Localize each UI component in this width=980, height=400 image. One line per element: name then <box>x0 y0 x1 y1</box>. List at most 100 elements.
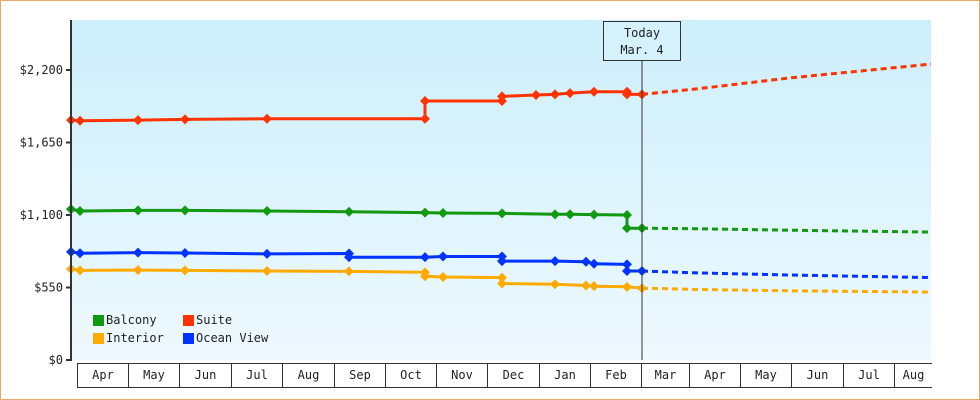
data-point-marker[interactable] <box>180 205 190 216</box>
x-month-label: May <box>128 364 179 387</box>
data-point-marker[interactable] <box>420 207 430 218</box>
y-tick-label: $1,100 <box>20 208 63 222</box>
data-point-marker[interactable] <box>550 209 560 220</box>
series-layer <box>66 62 932 294</box>
data-point-marker[interactable] <box>75 115 85 126</box>
data-point-marker[interactable] <box>497 272 507 283</box>
data-point-marker[interactable] <box>133 265 143 276</box>
series-balcony[interactable] <box>66 204 932 234</box>
suite-swatch-icon <box>183 314 194 326</box>
legend: Balcony Suite Interior Ocean View <box>93 313 303 345</box>
data-point-marker[interactable] <box>622 223 632 234</box>
y-tick-label: $2,200 <box>20 63 63 77</box>
data-point-marker[interactable] <box>565 88 575 99</box>
data-point-marker[interactable] <box>133 247 143 258</box>
legend-label: Balcony <box>106 313 157 327</box>
x-month-label: Apr <box>77 364 128 387</box>
data-point-marker[interactable] <box>420 113 430 124</box>
x-month-label: Mar <box>641 364 689 387</box>
x-month-label: Sep <box>334 364 385 387</box>
data-point-marker[interactable] <box>262 248 272 259</box>
x-month-label: Jan <box>539 364 590 387</box>
y-tick-label: $0 <box>49 353 63 367</box>
data-point-marker[interactable] <box>75 248 85 259</box>
legend-label: Ocean View <box>196 331 269 345</box>
legend-item-interior[interactable]: Interior <box>93 331 183 345</box>
data-point-marker[interactable] <box>262 206 272 217</box>
x-month-label: Nov <box>436 364 487 387</box>
data-point-marker[interactable] <box>438 251 448 262</box>
data-point-marker[interactable] <box>75 265 85 276</box>
x-month-label: Jun <box>179 364 231 387</box>
forecast-line <box>641 62 932 96</box>
data-point-marker[interactable] <box>438 271 448 282</box>
legend-item-balcony[interactable]: Balcony <box>93 313 183 327</box>
interior-swatch-icon <box>93 332 104 344</box>
data-point-marker[interactable] <box>622 210 632 220</box>
data-point-marker[interactable] <box>622 281 632 292</box>
data-point-marker[interactable] <box>497 256 507 267</box>
x-month-label: Jul <box>843 364 894 387</box>
data-point-marker[interactable] <box>344 266 354 277</box>
y-tick-label: $1,650 <box>20 136 63 150</box>
today-marker-label: Today Mar. 4 <box>603 21 681 61</box>
data-point-marker[interactable] <box>180 114 190 125</box>
data-point-marker[interactable] <box>497 91 507 102</box>
x-month-label: Aug <box>282 364 334 387</box>
today-label: Today <box>623 26 661 40</box>
data-point-marker[interactable] <box>622 89 632 100</box>
data-point-marker[interactable] <box>420 271 430 282</box>
data-point-marker[interactable] <box>550 256 560 267</box>
data-point-marker[interactable] <box>133 115 143 126</box>
data-point-marker[interactable] <box>262 113 272 124</box>
data-point-marker[interactable] <box>497 278 507 289</box>
data-point-marker[interactable] <box>622 259 632 270</box>
data-point-marker[interactable] <box>420 252 430 263</box>
data-point-marker[interactable] <box>344 206 354 217</box>
x-axis-months: Apr May Jun Jul Aug Sep Oct Nov Dec Jan Feb Mar Apr M… <box>77 363 932 388</box>
data-point-marker[interactable] <box>622 266 632 277</box>
data-point-marker[interactable] <box>75 206 85 217</box>
data-point-marker[interactable] <box>420 95 430 106</box>
data-point-marker[interactable] <box>344 252 354 263</box>
y-axis: $0 $550 $1,100 $1,650 $2,200 <box>20 63 71 367</box>
data-point-marker[interactable] <box>589 86 599 97</box>
data-point-marker[interactable] <box>581 256 591 267</box>
forecast-line <box>641 269 932 280</box>
x-month-label: Jun <box>791 364 843 387</box>
data-point-marker[interactable] <box>531 90 541 101</box>
data-point-marker[interactable] <box>133 205 143 216</box>
x-month-label: Oct <box>385 364 436 387</box>
legend-label: Suite <box>196 313 233 327</box>
data-point-marker[interactable] <box>497 208 507 219</box>
y-tick-label: $550 <box>34 281 63 295</box>
x-month-label: Apr <box>689 364 740 387</box>
data-point-marker[interactable] <box>565 209 575 220</box>
legend-item-suite[interactable]: Suite <box>183 313 303 327</box>
data-point-marker[interactable] <box>589 281 599 292</box>
x-month-label: Dec <box>487 364 539 387</box>
x-month-label: Aug <box>894 364 932 387</box>
series-ocean-view[interactable] <box>66 246 932 280</box>
x-month-label: Jul <box>231 364 282 387</box>
legend-item-ocean-view[interactable]: Ocean View <box>183 331 303 345</box>
forecast-line <box>641 226 932 234</box>
series-suite[interactable] <box>66 62 932 126</box>
data-point-marker[interactable] <box>581 280 591 291</box>
data-point-marker[interactable] <box>589 258 599 269</box>
data-point-marker[interactable] <box>550 279 560 290</box>
series-interior[interactable] <box>66 264 932 294</box>
legend-label: Interior <box>106 331 164 345</box>
plot-area <box>71 20 931 360</box>
data-point-marker[interactable] <box>180 247 190 258</box>
data-point-marker[interactable] <box>262 266 272 277</box>
data-point-marker[interactable] <box>550 89 560 100</box>
balcony-swatch-icon <box>93 314 104 326</box>
x-month-label: Feb <box>590 364 641 387</box>
data-point-marker[interactable] <box>589 209 599 220</box>
data-point-marker[interactable] <box>180 265 190 276</box>
data-point-marker[interactable] <box>438 208 448 219</box>
forecast-line <box>641 286 932 294</box>
